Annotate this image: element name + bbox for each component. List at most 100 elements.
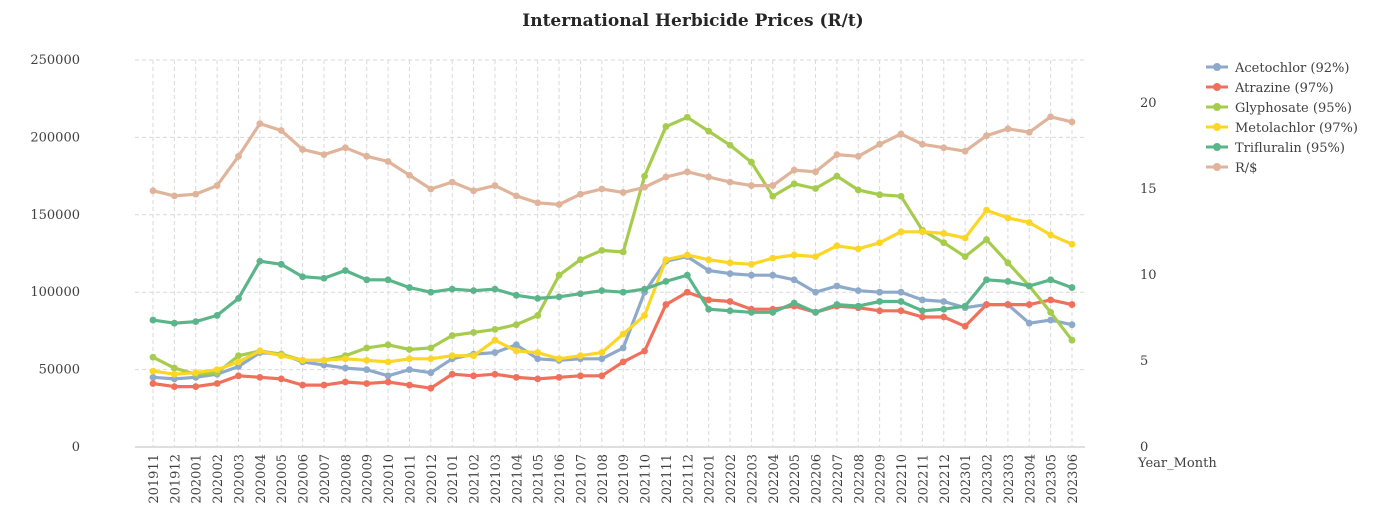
- x-tick-label: 202209: [874, 454, 889, 504]
- x-tick-label: 202212: [938, 454, 953, 504]
- data-point: [662, 301, 670, 308]
- data-point: [1068, 301, 1076, 308]
- data-point: [940, 229, 948, 237]
- data-point: [641, 285, 648, 293]
- data-point: [705, 256, 713, 264]
- data-point: [1047, 276, 1055, 284]
- data-point: [726, 307, 734, 315]
- data-point: [683, 251, 691, 259]
- data-point: [363, 356, 371, 364]
- data-point: [213, 380, 221, 387]
- data-point: [470, 187, 477, 195]
- data-point: [1068, 284, 1076, 291]
- data-point: [1004, 277, 1012, 285]
- legend-swatch-marker: [1213, 83, 1221, 91]
- data-point: [940, 239, 948, 247]
- data-point: [619, 189, 627, 196]
- data-point: [555, 373, 563, 381]
- data-point: [491, 349, 499, 356]
- data-point: [170, 364, 178, 372]
- data-point: [213, 366, 221, 373]
- data-point: [427, 369, 435, 377]
- data-point: [341, 378, 349, 386]
- data-point: [641, 172, 648, 180]
- data-point: [705, 296, 713, 304]
- data-point: [683, 288, 691, 296]
- data-point: [363, 152, 371, 160]
- data-point: [299, 381, 307, 389]
- data-point: [341, 355, 349, 363]
- x-tick-label: 202009: [361, 454, 376, 504]
- data-point: [876, 298, 884, 305]
- x-tick-label: 202003: [232, 454, 247, 504]
- data-point: [812, 288, 819, 296]
- x-tick-label: 202210: [895, 454, 910, 504]
- data-point: [854, 152, 862, 160]
- data-point: [512, 192, 520, 200]
- data-point: [748, 158, 755, 166]
- data-point: [790, 299, 798, 307]
- data-point: [918, 140, 926, 148]
- data-point: [1047, 113, 1055, 121]
- data-point: [683, 113, 691, 121]
- data-point: [726, 178, 734, 186]
- x-tick-label: 202304: [1023, 454, 1038, 504]
- x-tick-label: 202301: [959, 454, 974, 504]
- data-point: [534, 199, 542, 207]
- data-point: [897, 288, 905, 296]
- data-point: [662, 277, 670, 285]
- data-point: [598, 355, 606, 363]
- data-point: [491, 370, 499, 378]
- legend-swatch-marker: [1213, 143, 1221, 151]
- x-tick-label: 202102: [468, 454, 483, 504]
- data-point: [384, 158, 392, 165]
- data-point: [1004, 301, 1012, 308]
- data-point: [470, 329, 477, 336]
- legend-swatch-marker: [1213, 103, 1221, 111]
- data-point: [491, 182, 499, 189]
- data-point: [961, 322, 969, 330]
- data-point: [833, 151, 841, 159]
- x-tick-label: 202005: [275, 454, 290, 504]
- data-point: [726, 298, 734, 305]
- series-3: [149, 206, 1076, 378]
- data-point: [534, 349, 542, 356]
- data-point: [470, 352, 477, 360]
- data-point: [705, 127, 713, 135]
- data-point: [619, 248, 627, 256]
- data-point: [918, 228, 926, 236]
- data-point: [320, 356, 328, 364]
- data-point: [812, 308, 819, 316]
- data-point: [1068, 336, 1076, 344]
- data-point: [726, 270, 734, 278]
- x-tick-label: 202109: [617, 454, 632, 504]
- data-point: [277, 375, 285, 383]
- data-point: [1047, 316, 1055, 324]
- data-point: [983, 206, 990, 214]
- data-point: [192, 369, 200, 377]
- data-point: [983, 132, 990, 140]
- data-point: [812, 168, 819, 176]
- x-axis-label: Year_Month: [1137, 456, 1217, 471]
- data-point: [384, 276, 392, 284]
- data-point: [940, 313, 948, 321]
- x-tick-label: 202208: [852, 454, 867, 504]
- data-point: [213, 182, 221, 189]
- data-point: [790, 166, 798, 174]
- data-point: [598, 287, 606, 295]
- data-point: [320, 151, 328, 159]
- data-point: [491, 336, 499, 344]
- data-point: [448, 370, 456, 378]
- x-tick-label: 202111: [660, 454, 675, 504]
- data-point: [384, 378, 392, 386]
- legend: Acetochlor (92%) Atrazine (97%) Glyphosate…: [1206, 61, 1358, 176]
- data-point: [918, 307, 926, 315]
- data-point: [534, 294, 542, 302]
- data-point: [705, 173, 713, 181]
- data-point: [277, 127, 285, 134]
- legend-label: Atrazine (97%): [1234, 81, 1334, 96]
- data-point: [961, 147, 969, 155]
- data-point: [235, 294, 242, 302]
- x-tick-label: 202204: [767, 454, 782, 504]
